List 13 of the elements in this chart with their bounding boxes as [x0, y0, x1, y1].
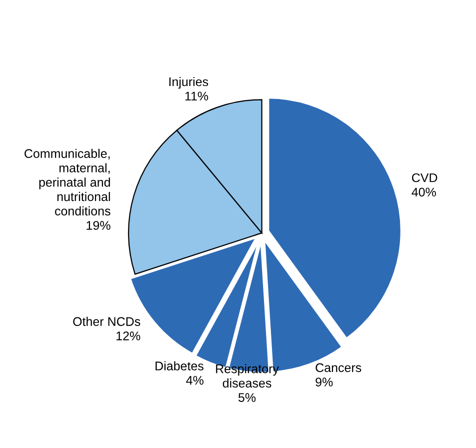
slice-label: Diabetes — [156, 361, 204, 370]
data-label: 5% — [238, 393, 256, 402]
slice-label: CVD — [412, 173, 438, 182]
data-label: 11% — [185, 92, 208, 100]
slice-label: Other NCDs — [73, 316, 140, 326]
data-label: 40% — [412, 188, 436, 197]
data-label: 4% — [186, 376, 204, 385]
slice-label: Injuries — [169, 76, 208, 89]
data-label: 9% — [316, 378, 333, 386]
slice-label: Cancers — [316, 363, 362, 372]
data-label: 19% — [86, 221, 110, 230]
data-label: 12% — [116, 332, 140, 340]
slice-label: Communicable, maternal, perinatal and nutritional conditions — [24, 148, 110, 216]
